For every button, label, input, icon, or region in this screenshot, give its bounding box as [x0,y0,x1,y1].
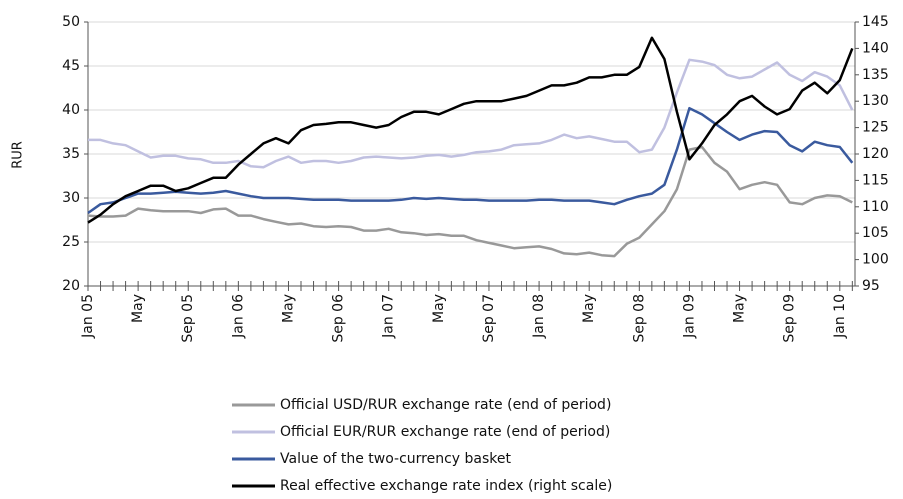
y-tick-label: 50 [62,14,80,30]
y2-tick-label: 130 [862,93,889,109]
y-tick-label: 20 [62,278,80,294]
y2-tick-label: 125 [862,120,889,136]
x-tick-label: Sep 08 [631,294,647,343]
series-line [87,106,854,215]
series-line [88,58,854,169]
y2-tick-label: 145 [862,14,889,30]
y2-tick-label: 105 [862,225,889,241]
y-tick-label: 35 [62,146,80,162]
x-tick-label: Sep 05 [180,294,196,343]
x-tick-label: May [732,294,748,323]
x-tick-label: Jan 07 [381,294,397,339]
y2-tick-label: 100 [862,252,889,268]
legend-label: Official EUR/RUR exchange rate (end of p… [280,424,610,440]
x-tick-label: Jan 05 [80,294,96,339]
x-tick-label: Jan 06 [230,294,246,339]
y-axis-label: RUR [11,141,26,169]
y-tick-label: 45 [62,58,80,74]
y2-tick-label: 140 [862,40,889,56]
x-tick-label: Sep 07 [481,294,497,343]
x-tick-label: Sep 09 [782,294,798,343]
x-tick-label: Sep 06 [331,294,347,343]
legend-label: Official USD/RUR exchange rate (end of p… [280,397,611,413]
y-tick-label: 40 [62,102,80,118]
x-tick-label: May [431,294,447,323]
series-line [87,36,854,224]
series-line [87,145,853,258]
x-tick-label: Jan 08 [531,294,547,339]
y2-tick-label: 120 [862,146,889,162]
y2-tick-label: 115 [862,172,889,188]
x-tick-label: May [130,294,146,323]
legend-label: Real effective exchange rate index (righ… [280,478,612,494]
y2-tick-label: 110 [862,199,889,215]
y2-tick-label: 95 [862,278,880,294]
legend-label: Value of the two-currency basket [280,451,512,467]
x-tick-label: May [280,294,296,323]
y-tick-label: 30 [62,190,80,206]
x-tick-label: May [581,294,597,323]
y2-tick-label: 135 [862,67,889,83]
x-tick-label: Jan 09 [681,294,697,339]
y-tick-label: 25 [62,234,80,250]
x-tick-label: Jan 10 [832,294,848,339]
